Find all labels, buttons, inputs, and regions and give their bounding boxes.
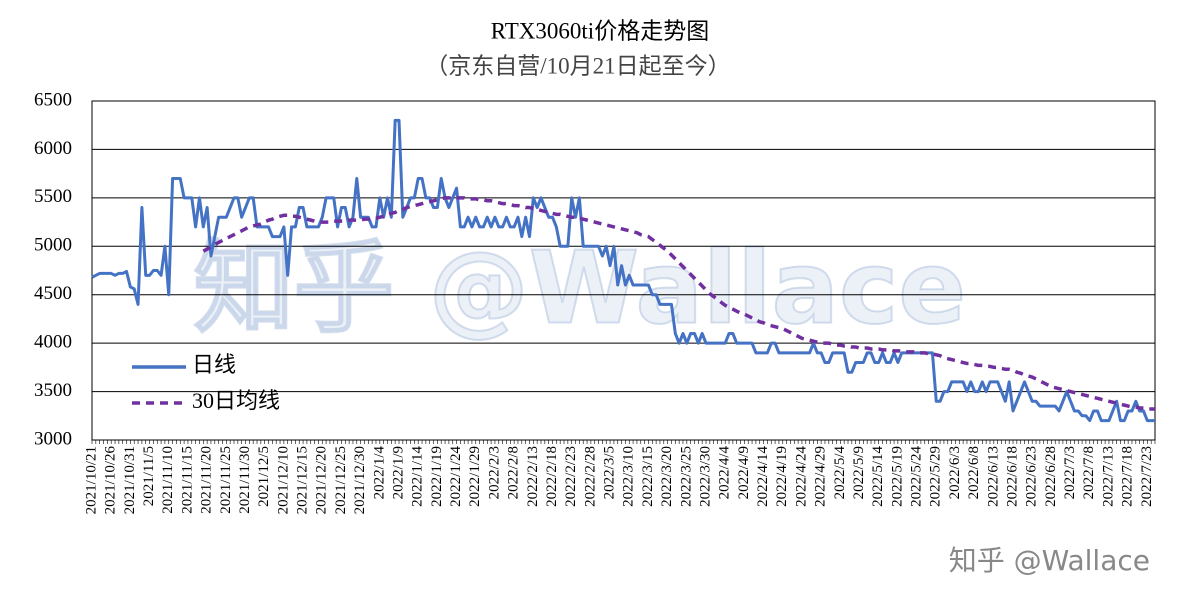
watermark: 知乎 @Wallace <box>194 229 966 346</box>
x-tick-label: 2022/6/23 <box>1024 446 1040 507</box>
x-tick-label: 2021/12/30 <box>352 446 368 514</box>
x-tick-label: 2022/5/4 <box>832 446 848 500</box>
x-tick-label: 2022/1/24 <box>448 446 464 507</box>
x-tick-label: 2021/12/20 <box>314 446 330 514</box>
x-tick-label: 2022/7/23 <box>1139 446 1155 507</box>
x-tick-label: 2022/6/3 <box>947 446 963 499</box>
x-tick-label: 2022/7/8 <box>1081 446 1097 499</box>
x-tick-label: 2022/1/14 <box>410 446 426 507</box>
x-tick-label: 2021/11/25 <box>218 446 234 514</box>
x-tick-label: 2022/3/15 <box>640 446 656 507</box>
x-tick-label: 2021/10/21 <box>83 446 99 514</box>
x-tick-label: 2021/10/26 <box>103 446 119 515</box>
chart-subtitle: （京东自营/10月21日起至今） <box>425 53 730 78</box>
x-tick-label: 2021/10/31 <box>122 446 138 514</box>
x-tick-label: 2021/11/5 <box>141 446 157 506</box>
y-tick-label: 4000 <box>34 332 72 353</box>
x-tick-label: 2022/2/28 <box>582 446 598 507</box>
x-tick-label: 2022/3/5 <box>602 446 618 499</box>
x-tick-label: 2022/4/19 <box>774 446 790 507</box>
watermark-corner: 知乎 @Wallace <box>949 544 1150 577</box>
x-tick-label: 2022/3/25 <box>678 446 694 507</box>
x-tick-label: 2022/5/24 <box>909 446 925 507</box>
x-tick-label: 2022/2/13 <box>525 446 541 507</box>
x-tick-label: 2022/6/13 <box>985 446 1001 507</box>
y-tick-label: 6500 <box>34 89 72 110</box>
chart-title: RTX3060ti价格走势图 <box>491 18 709 43</box>
x-tick-label: 2022/4/24 <box>793 446 809 507</box>
legend-label: 30日均线 <box>192 388 280 413</box>
x-tick-label: 2021/12/10 <box>275 446 291 514</box>
x-tick-label: 2022/5/29 <box>928 446 944 507</box>
x-tick-label: 2022/7/13 <box>1100 446 1116 507</box>
x-tick-label: 2022/4/4 <box>717 446 733 500</box>
legend-label: 日线 <box>192 352 236 377</box>
x-tick-label: 2022/5/19 <box>889 446 905 507</box>
x-tick-label: 2022/1/4 <box>371 446 387 500</box>
x-tick-label: 2022/3/20 <box>659 446 675 507</box>
x-tick-label: 2022/5/9 <box>851 446 867 499</box>
x-tick-label: 2021/11/20 <box>199 446 215 514</box>
x-tick-label: 2021/12/5 <box>256 446 272 507</box>
x-tick-label: 2022/4/14 <box>755 446 771 507</box>
y-tick-label: 6000 <box>34 138 72 159</box>
y-tick-label: 5000 <box>34 235 72 256</box>
x-tick-label: 2022/3/10 <box>621 446 637 507</box>
y-tick-label: 5500 <box>34 186 72 207</box>
x-tick-label: 2022/7/18 <box>1120 446 1136 507</box>
x-tick-label: 2022/5/14 <box>870 446 886 507</box>
plot-frame <box>91 100 1156 441</box>
x-tick-label: 2022/6/18 <box>1004 446 1020 507</box>
x-tick-label: 2022/2/18 <box>544 446 560 507</box>
x-tick-label: 2022/3/30 <box>697 446 713 507</box>
x-tick-label: 2022/4/9 <box>736 446 752 499</box>
x-tick-label: 2022/6/8 <box>966 446 982 499</box>
x-tick-label: 2022/2/8 <box>506 446 522 499</box>
x-tick-label: 2021/11/10 <box>160 446 176 514</box>
x-tick-label: 2021/12/15 <box>295 446 311 514</box>
x-tick-label: 2022/6/28 <box>1043 446 1059 507</box>
x-tick-label: 2022/1/29 <box>467 446 483 507</box>
x-tick-label: 2022/7/3 <box>1062 446 1078 499</box>
series-line <box>91 118 1155 423</box>
y-tick-label: 3500 <box>34 380 72 401</box>
x-tick-label: 2022/2/3 <box>486 446 502 499</box>
x-tick-label: 2021/11/15 <box>179 446 195 514</box>
y-tick-label: 4500 <box>34 283 72 304</box>
x-tick-label: 2022/4/29 <box>813 446 829 507</box>
x-tick-label: 2022/2/23 <box>563 446 579 507</box>
x-tick-label: 2022/1/19 <box>429 446 445 507</box>
x-tick-label: 2021/12/25 <box>333 446 349 514</box>
x-tick-label: 2021/11/30 <box>237 446 253 514</box>
x-tick-label: 2022/1/9 <box>390 446 406 499</box>
y-tick-label: 3000 <box>34 428 72 449</box>
